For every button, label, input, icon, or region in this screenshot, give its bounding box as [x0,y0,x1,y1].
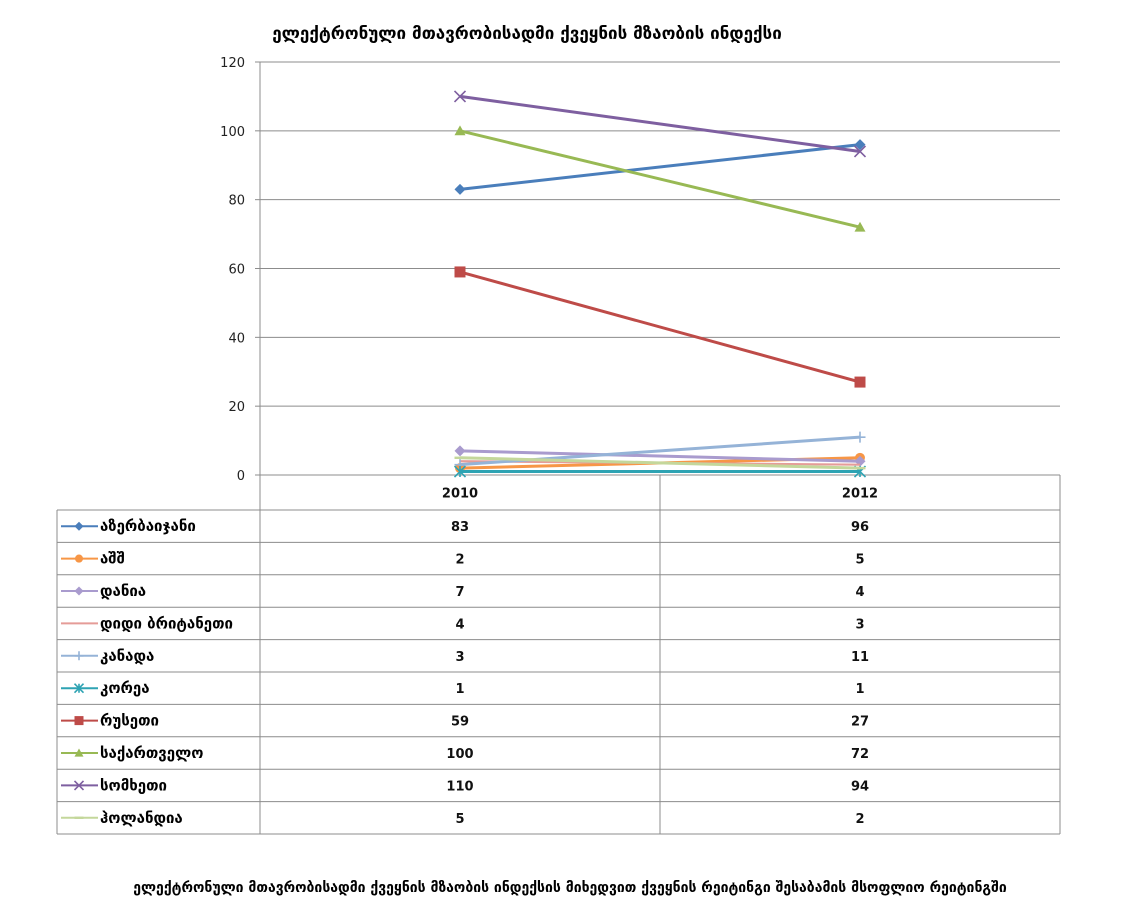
series-line-s3 [459,449,861,463]
data-point-s5-2012 [854,431,866,443]
table-value: 83 [451,520,469,535]
legend-label: საქართველო [100,744,203,762]
legend-label: აშშ [100,550,125,568]
series-line-s7 [459,270,861,384]
legend-key-marker [74,554,84,563]
data-point-s3-2010 [454,445,466,457]
legend-label: აზერბაიჯანი [100,517,196,535]
table-value: 1 [855,682,864,697]
table-value: 11 [851,650,869,665]
y-tick-label: 20 [228,400,245,415]
table-value: 110 [446,779,473,794]
series-line-s1 [459,143,861,191]
legend-label: ჰოლანდია [100,809,183,827]
table-value: 7 [455,585,464,600]
legend-key-marker [74,586,84,596]
data-point-s7-2012 [854,376,866,388]
legend-label: დიდი ბრიტანეთი [100,614,233,632]
x-category-label: 2010 [442,487,478,502]
series-line-s8 [459,129,861,229]
table-value: 4 [855,585,864,600]
data-point-s9-2012 [853,145,867,158]
table-value: 5 [855,553,864,568]
table-value: 96 [851,520,869,535]
chart-title: ელექტრონული მთავრობისადმი ქვეყნის მზაობი… [272,24,782,44]
table-value: 3 [455,650,464,665]
table-value: 2 [455,553,464,568]
table-value: 5 [455,812,464,827]
data-point-s1-2010 [454,183,466,195]
data-point-s8-2010 [454,125,466,136]
legend-key-marker [73,683,85,694]
gridlines: 0 20 40 60 80 100 120 [220,56,1060,834]
y-tick-label: 0 [237,469,245,484]
chart-caption: ელექტრონული მთავრობისადმი ქვეყნის მზაობი… [133,880,1007,896]
legend-label: დანია [100,582,146,600]
data-point-s7-2010 [454,266,466,278]
legend-key-marker [74,816,84,819]
y-tick-label: 100 [220,125,245,140]
table-value: 27 [851,715,869,730]
y-tick-label: 120 [220,56,245,71]
x-category-label: 2012 [842,487,878,502]
table-value: 59 [451,715,469,730]
table-value: 1 [455,682,464,697]
series-line-s9 [459,94,861,153]
y-tick-label: 80 [228,194,245,209]
y-tick-label: 40 [228,331,245,346]
legend-key-marker [74,521,84,531]
table-value: 4 [455,617,464,632]
table-value: 100 [446,747,473,762]
series-line-s10 [459,456,861,470]
legend-label: კორეა [100,679,150,697]
series-lines [453,90,867,478]
table-value: 94 [851,779,869,794]
table-value: 2 [855,812,864,827]
legend-key-marker [74,716,84,726]
data-point-s8-2012 [854,221,866,232]
data-point-s10-2010 [454,456,466,459]
legend: აზერბაიჯანი აშშ დანია დიდი ბრიტანეთი კანადა კ… [61,517,233,827]
legend-key-marker [74,651,84,661]
legend-label: კანადა [100,647,154,665]
legend-key-marker [74,748,84,757]
data-point-s10-2012 [854,466,866,470]
data-point-s6-2010 [453,465,467,478]
data-point-s1-2012 [854,139,866,151]
legend-key-marker [73,780,85,791]
legend-label: რუსეთი [100,712,159,730]
y-tick-label: 60 [228,263,245,278]
table-value: 72 [851,747,869,762]
table-value: 3 [855,617,864,632]
legend-label: სომხეთი [100,776,167,794]
data-point-s9-2010 [453,90,467,103]
